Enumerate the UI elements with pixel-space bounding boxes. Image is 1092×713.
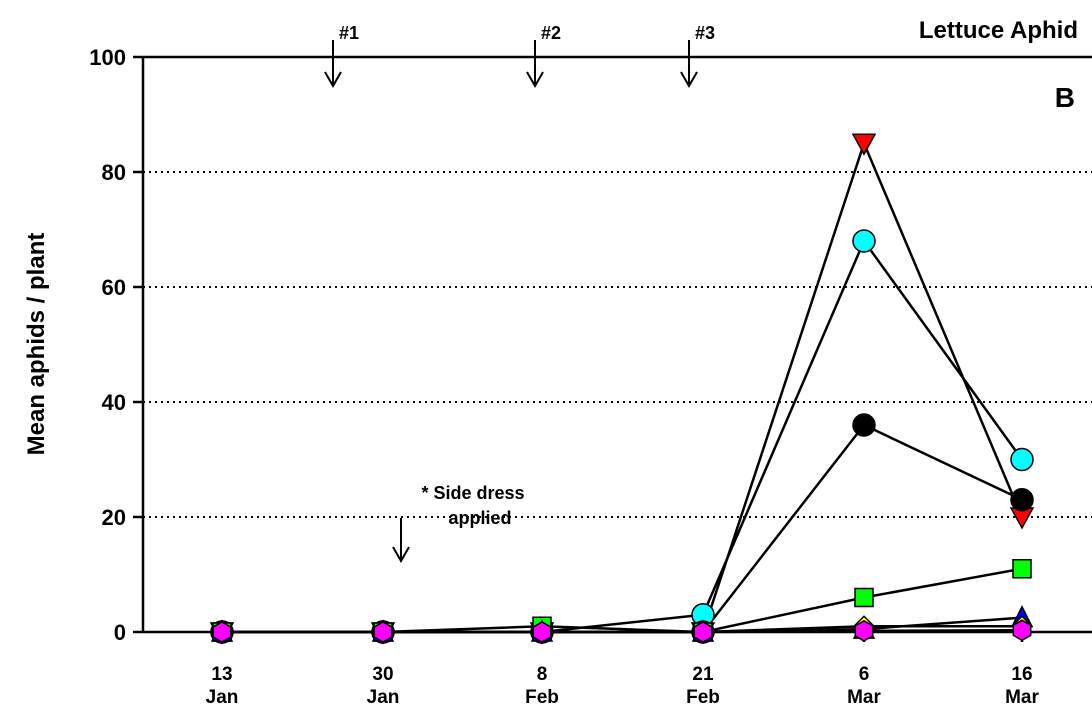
application-arrow-head [324,71,342,89]
application-label: #1 [339,23,359,43]
application-arrow-head [526,71,544,89]
application-arrow-icon [680,40,698,89]
application-arrow-icon [324,40,342,89]
side-dress-line1: * Side dress [421,483,524,503]
chart-title: Lettuce Aphid [919,17,1078,44]
data-point-circle [852,413,876,437]
application-arrow-icon [526,40,544,89]
series-line-circle [222,423,1023,634]
x-tick-label-day: 21 [692,664,714,685]
x-tick-label-month: Mar [847,687,881,708]
x-tick-label-month: Jan [367,687,400,708]
x-tick-label-month: Jan [206,687,239,708]
y-tick-label-20: 20 [102,505,126,530]
y-tick-label-60: 60 [102,275,126,300]
x-tick-label-day: 13 [211,664,232,685]
y-tick-label-0: 0 [114,620,126,645]
application-arrow-head [680,71,698,89]
x-tick-label-month: Mar [1005,687,1039,708]
y-axis-ticks: 0 20 40 60 80 100 [89,45,143,645]
data-point-circle [1010,447,1034,472]
data-point-hexagon [212,621,232,643]
data-series [209,133,1035,645]
side-dress-line2: applied [448,508,511,528]
application-markers: #1 #2 #3 [324,23,715,89]
side-dress-annotation: * Side dress applied [392,483,525,564]
data-point-hexagon [373,621,393,643]
side-dress-arrow-icon [392,518,410,564]
data-point-hexagon [693,621,713,643]
x-tick-label-day: 8 [537,664,548,685]
y-tick-label-40: 40 [102,390,126,415]
series-line-triangle-down [222,139,1024,634]
gridlines [143,171,1092,518]
y-axis-label: Mean aphids / plant [23,233,50,456]
data-point-circle [1010,488,1034,512]
data-point-square [854,587,874,608]
y-tick-label-100: 100 [89,45,126,70]
data-point-hexagon [854,620,874,642]
x-tick-label-month: Feb [686,687,720,708]
x-tick-label-day: 16 [1011,664,1032,685]
data-point-hexagon [1012,619,1032,642]
x-tick-label-day: 6 [859,664,870,685]
data-point-square [1012,559,1032,579]
y-tick-label-80: 80 [102,160,126,185]
data-point-triangle-down [851,133,877,156]
panel-label: B [1055,82,1075,113]
x-tick-label-month: Feb [525,687,559,708]
series-line-hexagon [222,629,1023,634]
application-label: #2 [541,23,561,43]
series-line-circle [222,238,1024,634]
data-point-circle [852,229,876,253]
application-label: #3 [695,23,715,43]
x-tick-label-day: 30 [372,664,393,685]
data-point-hexagon [532,621,552,643]
